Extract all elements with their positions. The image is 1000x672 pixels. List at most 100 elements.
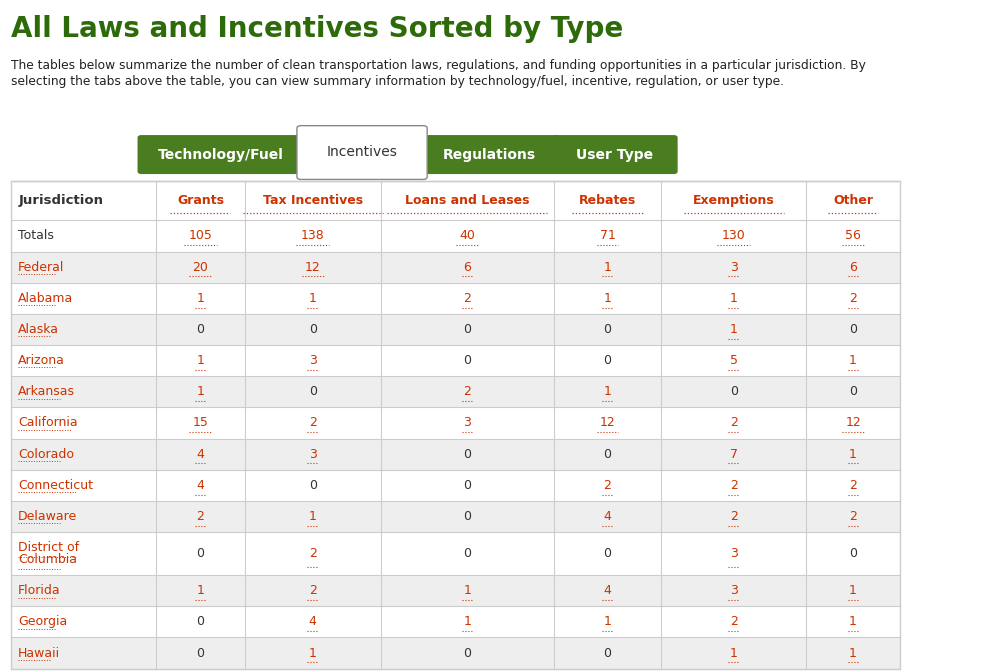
Text: 6: 6: [463, 261, 471, 274]
Text: Regulations: Regulations: [443, 148, 536, 161]
Text: selecting the tabs above the table, you can view summary information by technolo: selecting the tabs above the table, you …: [11, 75, 784, 88]
Text: 1: 1: [196, 385, 204, 398]
Text: 2: 2: [463, 292, 471, 305]
Text: 1: 1: [196, 584, 204, 597]
Text: 3: 3: [730, 584, 738, 597]
Text: 0: 0: [463, 478, 471, 492]
Text: 0: 0: [463, 354, 471, 367]
Text: 0: 0: [463, 323, 471, 336]
Text: 2: 2: [849, 510, 857, 523]
Text: Technology/Fuel: Technology/Fuel: [158, 148, 284, 161]
Text: Federal: Federal: [18, 261, 65, 274]
Text: 0: 0: [849, 323, 857, 336]
Bar: [11, 407, 900, 439]
Text: 12: 12: [845, 417, 861, 429]
Text: 0: 0: [196, 646, 204, 659]
Text: 3: 3: [309, 354, 317, 367]
Text: 4: 4: [309, 616, 317, 628]
Text: 3: 3: [463, 417, 471, 429]
Text: 2: 2: [309, 584, 317, 597]
Bar: [11, 575, 900, 606]
Text: 1: 1: [604, 616, 611, 628]
Text: 6: 6: [849, 261, 857, 274]
Text: 1: 1: [604, 261, 611, 274]
Text: Georgia: Georgia: [18, 616, 67, 628]
Text: 0: 0: [463, 510, 471, 523]
FancyBboxPatch shape: [138, 135, 304, 174]
Text: Tax Incentives: Tax Incentives: [263, 194, 363, 208]
Text: All Laws and Incentives Sorted by Type: All Laws and Incentives Sorted by Type: [11, 15, 623, 43]
Bar: [11, 181, 900, 220]
Text: 0: 0: [603, 448, 611, 460]
Text: 0: 0: [849, 547, 857, 560]
Text: 1: 1: [309, 510, 317, 523]
Text: District of: District of: [18, 541, 79, 554]
Text: Jurisdiction: Jurisdiction: [18, 194, 103, 208]
Text: 2: 2: [849, 292, 857, 305]
Text: Colorado: Colorado: [18, 448, 74, 460]
Bar: [11, 314, 900, 345]
Text: Totals: Totals: [18, 229, 54, 243]
Text: 3: 3: [730, 547, 738, 560]
Text: Connecticut: Connecticut: [18, 478, 93, 492]
Text: 0: 0: [309, 323, 317, 336]
Text: Alaska: Alaska: [18, 323, 59, 336]
Bar: [11, 501, 900, 532]
Bar: [11, 181, 900, 669]
Text: 0: 0: [730, 385, 738, 398]
Text: User Type: User Type: [576, 148, 653, 161]
Bar: [11, 606, 900, 638]
Text: 1: 1: [849, 616, 857, 628]
Text: 1: 1: [730, 292, 738, 305]
Text: 71: 71: [600, 229, 615, 243]
Text: 1: 1: [309, 292, 317, 305]
Text: 3: 3: [309, 448, 317, 460]
Text: 1: 1: [196, 354, 204, 367]
Text: Grants: Grants: [177, 194, 224, 208]
Bar: [11, 376, 900, 407]
Text: Delaware: Delaware: [18, 510, 77, 523]
Text: 20: 20: [192, 261, 208, 274]
Text: 1: 1: [730, 646, 738, 659]
Text: 105: 105: [188, 229, 212, 243]
Text: 2: 2: [730, 616, 738, 628]
Text: Exemptions: Exemptions: [693, 194, 775, 208]
Text: 1: 1: [849, 448, 857, 460]
Text: 1: 1: [196, 292, 204, 305]
Text: Columbia: Columbia: [18, 553, 77, 566]
Bar: [11, 345, 900, 376]
Text: Arkansas: Arkansas: [18, 385, 75, 398]
Text: 40: 40: [459, 229, 475, 243]
FancyBboxPatch shape: [552, 135, 678, 174]
Text: 2: 2: [463, 385, 471, 398]
Text: The tables below summarize the number of clean transportation laws, regulations,: The tables below summarize the number of…: [11, 59, 866, 72]
Text: 56: 56: [845, 229, 861, 243]
Text: 4: 4: [604, 510, 611, 523]
Text: 0: 0: [463, 646, 471, 659]
Text: 2: 2: [604, 478, 611, 492]
Text: Alabama: Alabama: [18, 292, 73, 305]
Text: 1: 1: [730, 323, 738, 336]
Text: 4: 4: [604, 584, 611, 597]
Text: 4: 4: [196, 448, 204, 460]
Text: 1: 1: [604, 385, 611, 398]
Text: Hawaii: Hawaii: [18, 646, 60, 659]
Text: 5: 5: [730, 354, 738, 367]
Text: 15: 15: [192, 417, 208, 429]
Text: 7: 7: [730, 448, 738, 460]
FancyBboxPatch shape: [420, 135, 559, 174]
Bar: [11, 470, 900, 501]
Text: 1: 1: [849, 584, 857, 597]
Text: 0: 0: [309, 478, 317, 492]
Text: 12: 12: [600, 417, 615, 429]
Text: 130: 130: [722, 229, 746, 243]
Text: 2: 2: [849, 478, 857, 492]
Bar: [11, 220, 900, 251]
Text: 1: 1: [849, 646, 857, 659]
Text: 0: 0: [309, 385, 317, 398]
FancyBboxPatch shape: [297, 126, 427, 179]
Text: California: California: [18, 417, 78, 429]
Text: 2: 2: [730, 417, 738, 429]
Text: 0: 0: [849, 385, 857, 398]
Text: Other: Other: [833, 194, 873, 208]
